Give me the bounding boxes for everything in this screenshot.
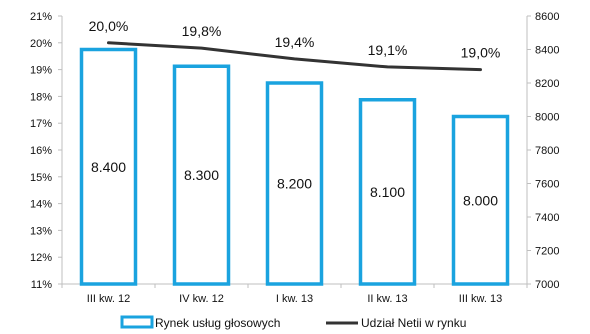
y-left-tick-label: 11%: [31, 279, 52, 291]
line-value-label: 19,8%: [182, 23, 222, 39]
y-right-tick-label: 8400: [535, 45, 559, 57]
y-right-tick-label: 7200: [535, 246, 559, 258]
bar: [451, 114, 510, 286]
line-value-label: 19,4%: [275, 34, 315, 50]
x-tick-label: I kw. 13: [276, 293, 313, 305]
y-right-tick-label: 7000: [535, 279, 559, 291]
y-right-tick-label: 8000: [535, 112, 559, 124]
y-left-tick-label: 18%: [30, 91, 52, 103]
line-series: [107, 41, 482, 72]
x-tick-label: IV kw. 12: [179, 293, 224, 305]
y-left-tick-label: 17%: [30, 118, 52, 130]
line-value-label: 20,0%: [89, 18, 129, 34]
legend-line-label: Udział Netii w rynku: [361, 316, 466, 330]
bar-value-label: 8.100: [370, 184, 405, 200]
bar: [172, 64, 231, 286]
bar: [79, 47, 138, 286]
bar: [265, 81, 324, 286]
y-right-tick-label: 7400: [535, 212, 559, 224]
x-tick-label: III kw. 12: [87, 293, 130, 305]
bar-value-label: 8.400: [91, 159, 126, 175]
y-right-tick-label: 7800: [535, 145, 559, 157]
bar-value-label: 8.200: [277, 176, 312, 192]
line-value-label: 19,0%: [461, 45, 501, 61]
y-left-tick-label: 21%: [30, 11, 52, 23]
y-left-tick-label: 19%: [30, 65, 52, 77]
y-left-tick-label: 20%: [30, 38, 52, 50]
bar: [358, 98, 417, 286]
y-left-tick-label: 12%: [30, 252, 52, 264]
y-right-tick-label: 7600: [535, 179, 559, 191]
y-left-tick-label: 16%: [30, 145, 52, 157]
line-value-label: 19,1%: [368, 42, 408, 58]
bar-value-label: 8.300: [184, 167, 219, 183]
y-left-tick-label: 15%: [30, 172, 52, 184]
y-left-tick-label: 14%: [30, 199, 52, 211]
x-tick-label: III kw. 13: [459, 293, 502, 305]
bar-value-label: 8.000: [463, 192, 498, 208]
legend-bar-swatch: [120, 315, 154, 329]
y-right-tick-label: 8600: [535, 11, 559, 23]
y-left-tick-label: 13%: [30, 225, 52, 237]
legend-bar-label: Rynek usług głosowych: [155, 316, 280, 330]
y-right-tick-label: 8200: [535, 78, 559, 90]
x-tick-label: II kw. 13: [367, 293, 407, 305]
